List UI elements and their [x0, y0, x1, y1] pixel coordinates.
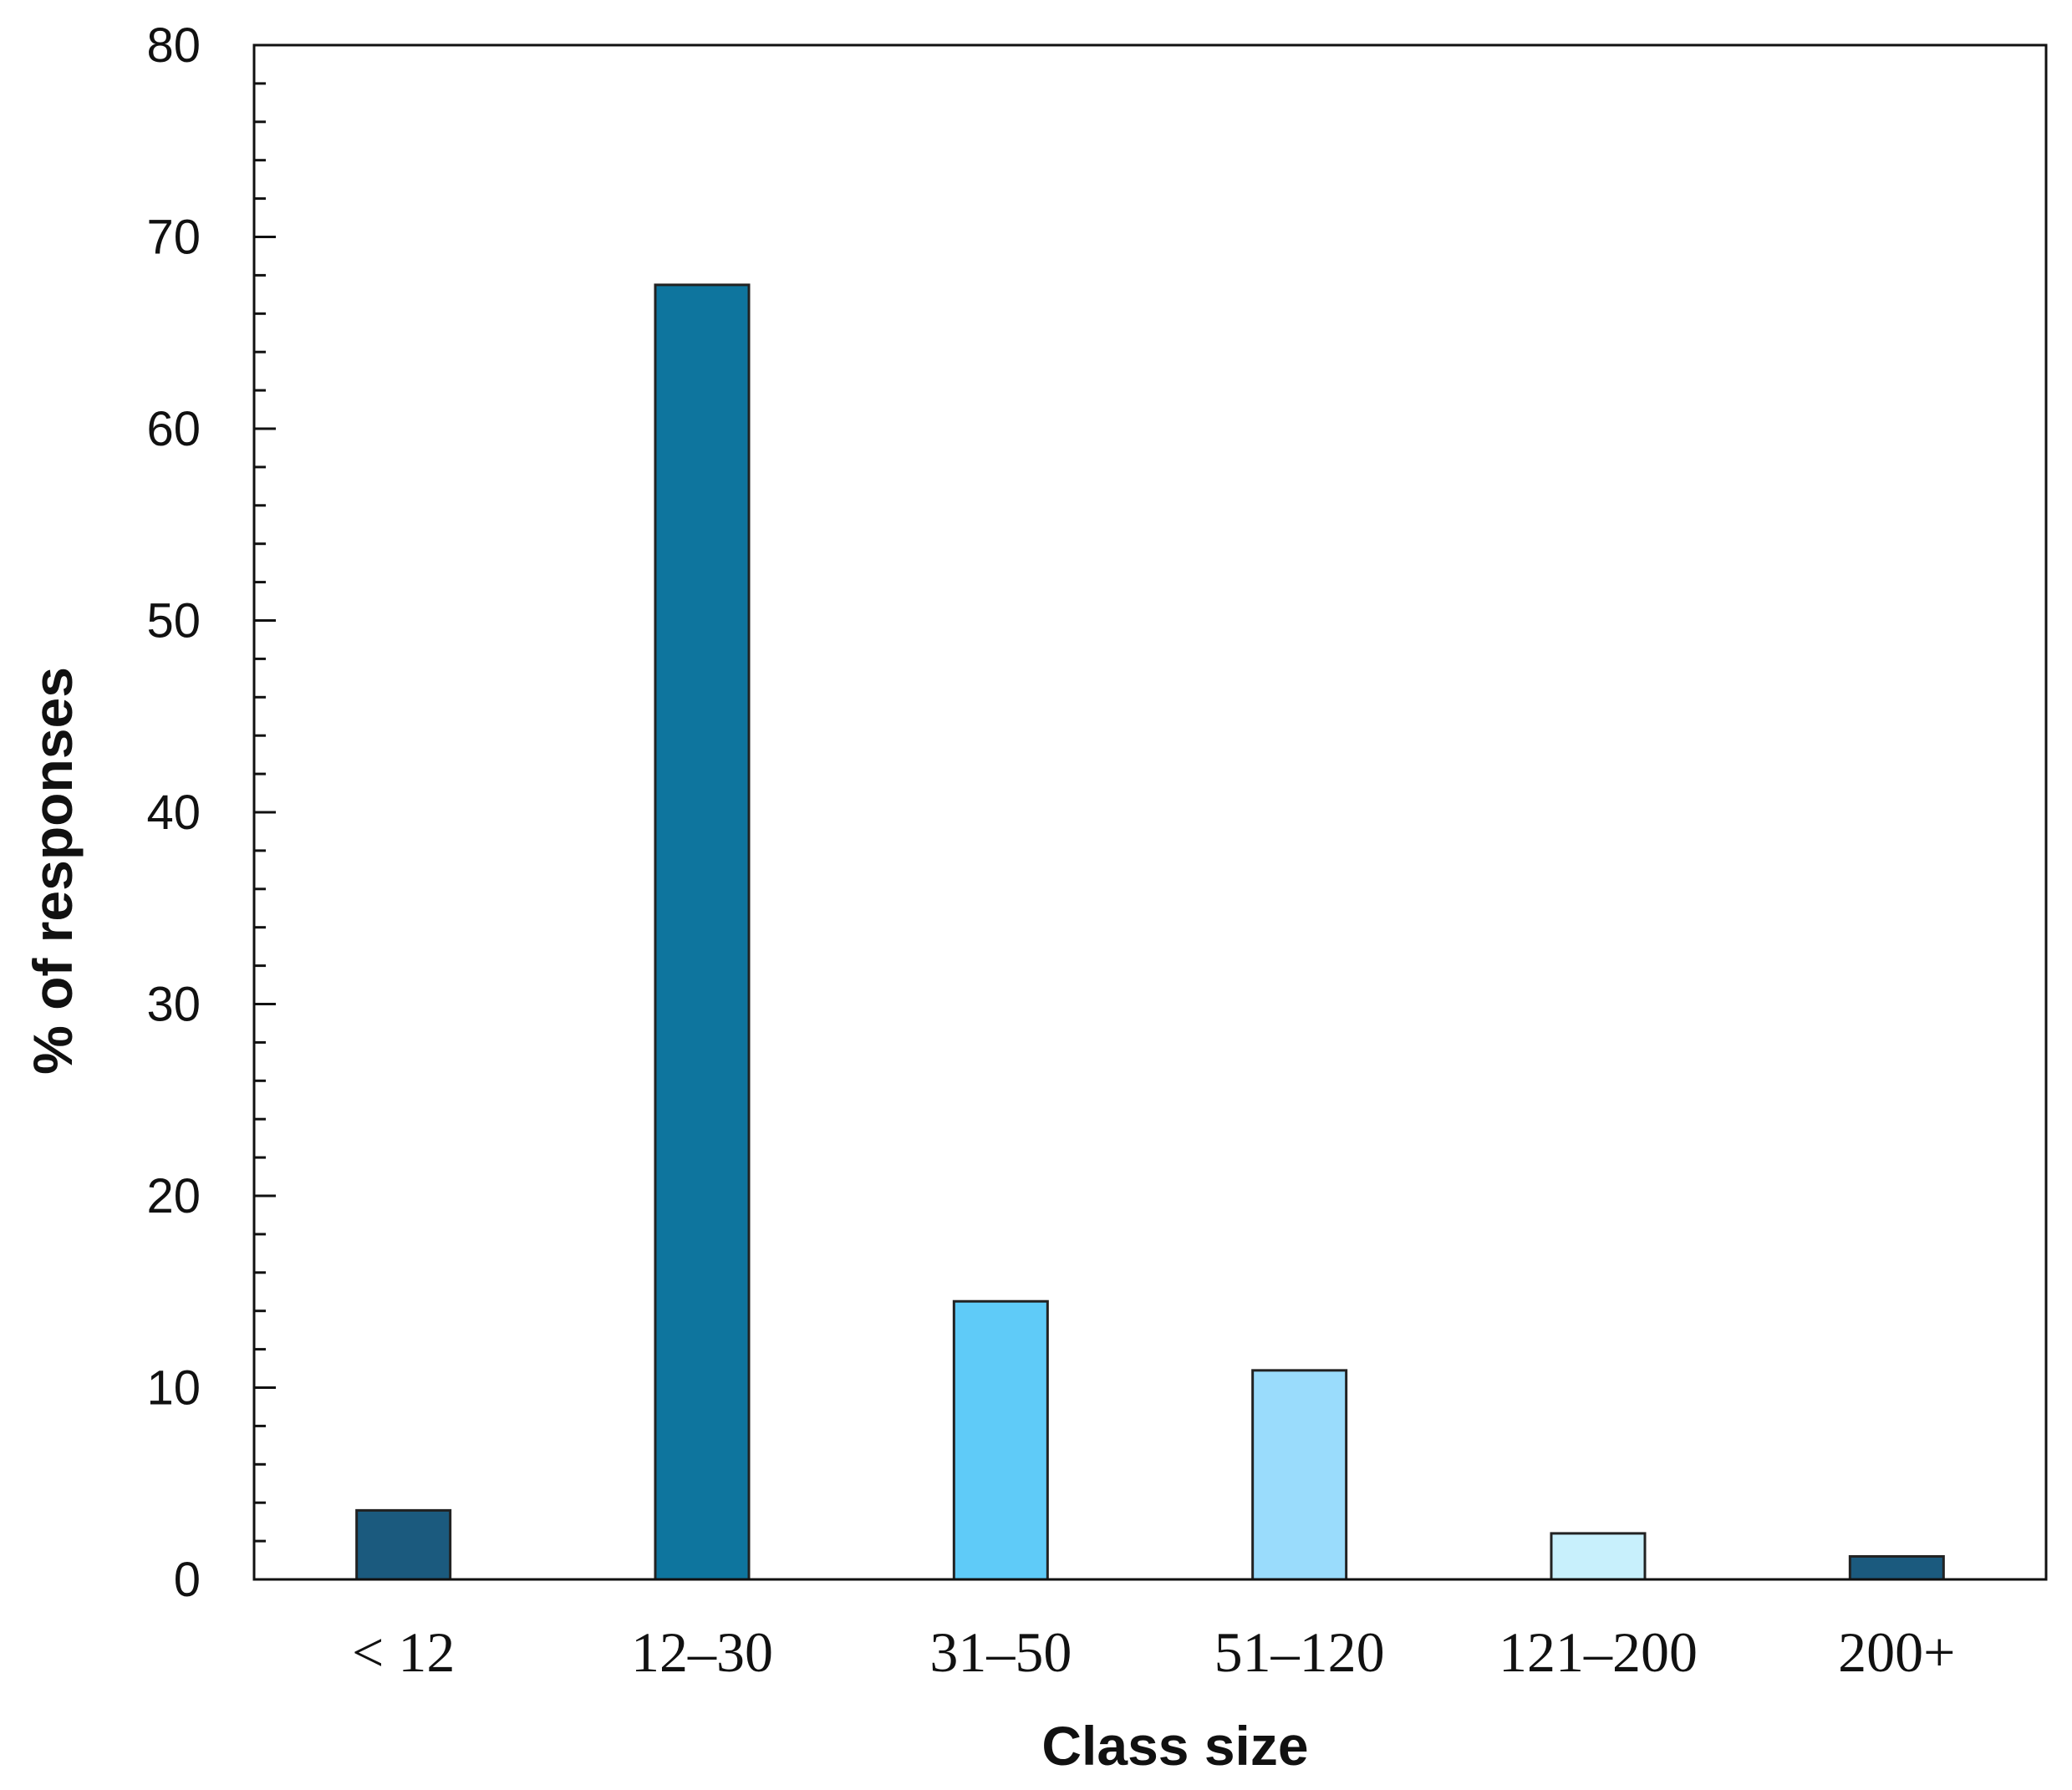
bar-0: [355, 1508, 452, 1581]
y-tick-label: 10: [146, 1361, 201, 1416]
y-tick-label: 40: [146, 786, 201, 840]
y-tick-label: 70: [146, 211, 201, 265]
bar-2: [952, 1299, 1049, 1581]
x-tick-label: < 12: [352, 1620, 455, 1684]
y-tick-label: 30: [146, 978, 201, 1032]
plot-frame: [252, 43, 2048, 1581]
y-axis-ticks: [254, 43, 276, 1581]
x-tick-label: 51–120: [1214, 1620, 1385, 1684]
x-tick-label: 31–50: [929, 1620, 1072, 1684]
y-tick-label: 60: [146, 402, 201, 456]
bar-1: [654, 283, 751, 1581]
x-tick-label: 121–200: [1499, 1620, 1698, 1684]
bar-5: [1848, 1554, 1945, 1581]
y-tick-label: 0: [174, 1553, 201, 1607]
x-axis-title: Class size: [1041, 1715, 1308, 1777]
y-axis-title: % of responses: [22, 667, 84, 1075]
y-tick-label: 50: [146, 594, 201, 648]
y-tick-label: 20: [146, 1169, 201, 1223]
x-tick-label: 200+: [1838, 1620, 1955, 1684]
y-axis-tick-labels: 0 10 20 30 40 50 60 70 80: [146, 18, 201, 1607]
bar-3: [1251, 1369, 1348, 1581]
x-axis-tick-labels: < 12 12–30 31–50 51–120 121–200 200+: [352, 1620, 1956, 1684]
bar-4: [1550, 1532, 1647, 1581]
y-tick-label: 80: [146, 18, 201, 73]
x-tick-label: 12–30: [631, 1620, 773, 1684]
bars: [355, 283, 1945, 1581]
